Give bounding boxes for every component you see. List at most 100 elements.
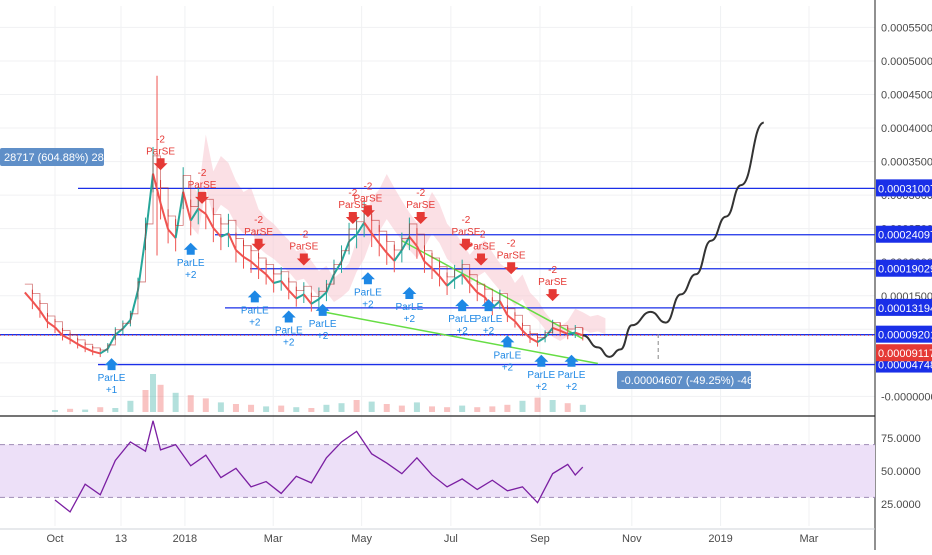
volume-bar	[150, 374, 157, 412]
volume-bar	[232, 404, 239, 412]
price-segment	[386, 252, 396, 262]
price-segment	[295, 293, 305, 300]
measure-tag	[0, 148, 104, 166]
volume-bar	[202, 398, 209, 412]
signal-label: ParSE	[451, 227, 480, 238]
time-tick-label: Mar	[264, 533, 283, 545]
volume-bar	[187, 395, 194, 412]
signal-count: +2	[362, 299, 374, 310]
signal-label: ParSE	[188, 180, 217, 191]
price-segment	[567, 331, 576, 335]
time-tick-label: 2018	[173, 533, 197, 545]
price-segment	[552, 327, 561, 332]
volume-bar	[82, 409, 89, 412]
price-segment	[122, 319, 132, 330]
signal-count: -2	[416, 188, 425, 199]
level-price-tag	[876, 179, 932, 197]
signal-count: -2	[461, 215, 470, 226]
price-segment	[514, 320, 524, 332]
signal-label: ParSE	[146, 146, 175, 157]
rsi-band	[0, 444, 875, 498]
level-price-label: 0.00024097	[878, 230, 932, 242]
price-segment	[106, 334, 117, 350]
price-segment	[416, 245, 426, 262]
price-segment	[39, 309, 49, 323]
price-segment	[431, 267, 441, 277]
signal-count: -2	[548, 265, 557, 276]
price-segment	[476, 291, 486, 298]
sell-arrow-icon	[195, 191, 210, 204]
volume-bar	[157, 384, 164, 412]
price-segment	[333, 261, 343, 275]
price-segment	[182, 191, 192, 221]
signal-count: -2	[254, 215, 263, 226]
rsi-axis[interactable]: 75.0000 50.0000 25.0000	[881, 433, 921, 511]
time-tick-label: Sep	[530, 533, 550, 545]
price-segment	[310, 298, 320, 305]
sell-arrow-icon	[296, 253, 311, 266]
projection-path[interactable]	[582, 121, 765, 358]
price-segment	[167, 228, 177, 239]
signal-label: ParSE	[244, 227, 273, 238]
time-tick-label: Mar	[800, 533, 819, 545]
signal-label: ParLE	[98, 373, 126, 384]
time-tick-label: May	[351, 533, 372, 545]
sell-arrow-icon	[413, 211, 428, 224]
price-segment	[574, 331, 584, 337]
buy-arrow-icon	[481, 299, 496, 312]
price-tick-label: -0.0000000	[881, 391, 932, 403]
sell-arrow-icon	[545, 289, 560, 302]
price-segment	[468, 283, 478, 294]
price-segment	[303, 293, 313, 305]
price-segment	[325, 273, 335, 293]
signal-label: ParSE	[289, 242, 318, 253]
signal-count: -2	[198, 168, 207, 179]
price-segment	[498, 300, 509, 316]
price-segment	[370, 232, 381, 245]
signal-label: ParLE	[354, 287, 382, 298]
volume-bar	[579, 404, 586, 412]
measurements[interactable]: 28717 (604.88%) 28717 -0.00004607 (-49.25…	[0, 148, 765, 389]
time-axis[interactable]: Oct 13 2018 Mar May Jul Sep Nov 2019 Mar	[46, 533, 818, 545]
volume-bar	[67, 408, 74, 412]
price-segment	[257, 267, 267, 276]
rsi-series	[0, 420, 875, 513]
volume-bar	[353, 400, 360, 412]
price-segment	[273, 280, 282, 284]
signal-label: ParLE	[241, 305, 269, 316]
stop-line	[24, 155, 584, 351]
price-segment	[31, 300, 41, 312]
price-segment	[280, 280, 290, 292]
volume-bar	[127, 400, 134, 412]
buy-arrow-icon	[455, 299, 470, 312]
signal-label: ParSE	[406, 200, 435, 211]
rsi-tick-label: 50.0000	[881, 466, 921, 478]
signal-label: ParLE	[494, 350, 522, 361]
price-tags: 0.00031007 0.00024097 0.00019029 0.00013194…	[876, 179, 932, 373]
horizontal-levels[interactable]	[0, 187, 875, 366]
signal-label: ParLE	[475, 314, 503, 325]
sell-arrow-icon	[360, 205, 375, 218]
price-segment	[129, 290, 139, 321]
signal-label: ParLE	[275, 326, 303, 337]
volume-bar	[564, 403, 571, 412]
measure-label: 28717 (604.88%) 28717	[4, 152, 122, 164]
signal-label: ParSE	[353, 193, 382, 204]
signal-count: -2	[507, 238, 516, 249]
sell-arrow-icon	[504, 262, 519, 275]
price-segment	[363, 222, 373, 234]
level-price-tag	[876, 225, 932, 243]
signal-count: +2	[249, 317, 261, 328]
volume-bar	[398, 405, 405, 412]
signal-count: -2	[156, 134, 165, 145]
price-segment	[174, 191, 185, 239]
price-series	[24, 75, 584, 358]
price-segment	[506, 314, 516, 323]
sell-arrow-icon	[251, 238, 266, 251]
projection-curve	[582, 121, 765, 358]
cloud-band	[190, 134, 606, 341]
price-segment	[378, 242, 388, 254]
